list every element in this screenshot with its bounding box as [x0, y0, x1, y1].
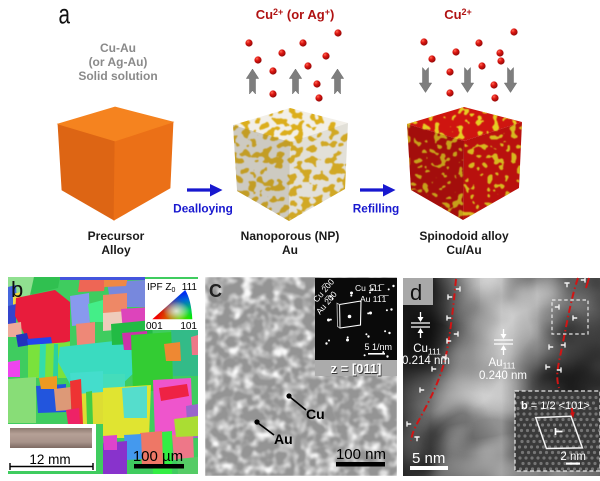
svg-text:Au111: Au111	[489, 357, 516, 371]
svg-text:Solid solution: Solid solution	[78, 69, 157, 83]
svg-text:Cu2+ (or Ag+): Cu2+ (or Ag+)	[256, 7, 335, 22]
svg-text:Dealloying: Dealloying	[173, 202, 233, 216]
svg-text:101: 101	[180, 321, 197, 332]
svg-text:Cu-Au: Cu-Au	[100, 41, 136, 55]
svg-text:C: C	[209, 281, 222, 301]
svg-text:100 nm: 100 nm	[336, 446, 386, 463]
svg-text:Nanoporous (NP): Nanoporous (NP)	[241, 229, 340, 243]
svg-text:(or Ag-Au): (or Ag-Au)	[89, 55, 148, 69]
svg-text:5 nm: 5 nm	[412, 450, 445, 467]
svg-text:b = 1/2 <101>: b = 1/2 <101>	[521, 400, 590, 412]
svg-text:Au: Au	[274, 431, 293, 447]
svg-text:0.240 nm: 0.240 nm	[479, 370, 527, 382]
svg-text:Au 11̅1̅: Au 11̅1̅	[360, 294, 389, 304]
svg-text:100 µm: 100 µm	[133, 448, 183, 465]
svg-text:0.214 nm: 0.214 nm	[402, 355, 450, 367]
svg-text:Refilling: Refilling	[353, 202, 400, 216]
svg-text:2 nm: 2 nm	[560, 451, 586, 463]
svg-text:111: 111	[182, 282, 198, 293]
svg-text:z = [011]: z = [011]	[331, 361, 382, 376]
svg-text:001: 001	[146, 321, 163, 332]
svg-text:12 mm: 12 mm	[29, 452, 70, 467]
svg-text:Precursor: Precursor	[88, 229, 145, 243]
svg-text:Alloy: Alloy	[101, 243, 131, 257]
svg-text:Au: Au	[282, 243, 298, 257]
svg-text:Cu/Au: Cu/Au	[446, 243, 481, 257]
svg-text:Cu 1̅11̅: Cu 1̅11̅	[355, 283, 385, 293]
svg-text:Cu: Cu	[306, 406, 325, 422]
svg-text:Spinodoid alloy: Spinodoid alloy	[419, 229, 509, 243]
svg-text:IPF Z0: IPF Z0	[147, 282, 175, 294]
svg-text:d: d	[410, 280, 422, 305]
svg-text:b: b	[11, 277, 23, 302]
svg-text:a: a	[59, 0, 71, 30]
svg-text:5 1/nm: 5 1/nm	[364, 342, 392, 352]
svg-text:z = [011]: z = [011]	[331, 362, 382, 377]
svg-text:Cu111: Cu111	[413, 343, 441, 357]
